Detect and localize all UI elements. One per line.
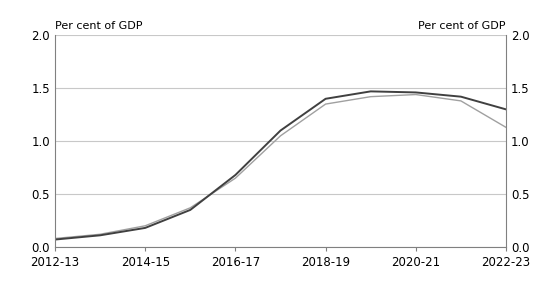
Text: Per cent of GDP: Per cent of GDP (419, 21, 506, 31)
Text: Per cent of GDP: Per cent of GDP (55, 21, 142, 31)
